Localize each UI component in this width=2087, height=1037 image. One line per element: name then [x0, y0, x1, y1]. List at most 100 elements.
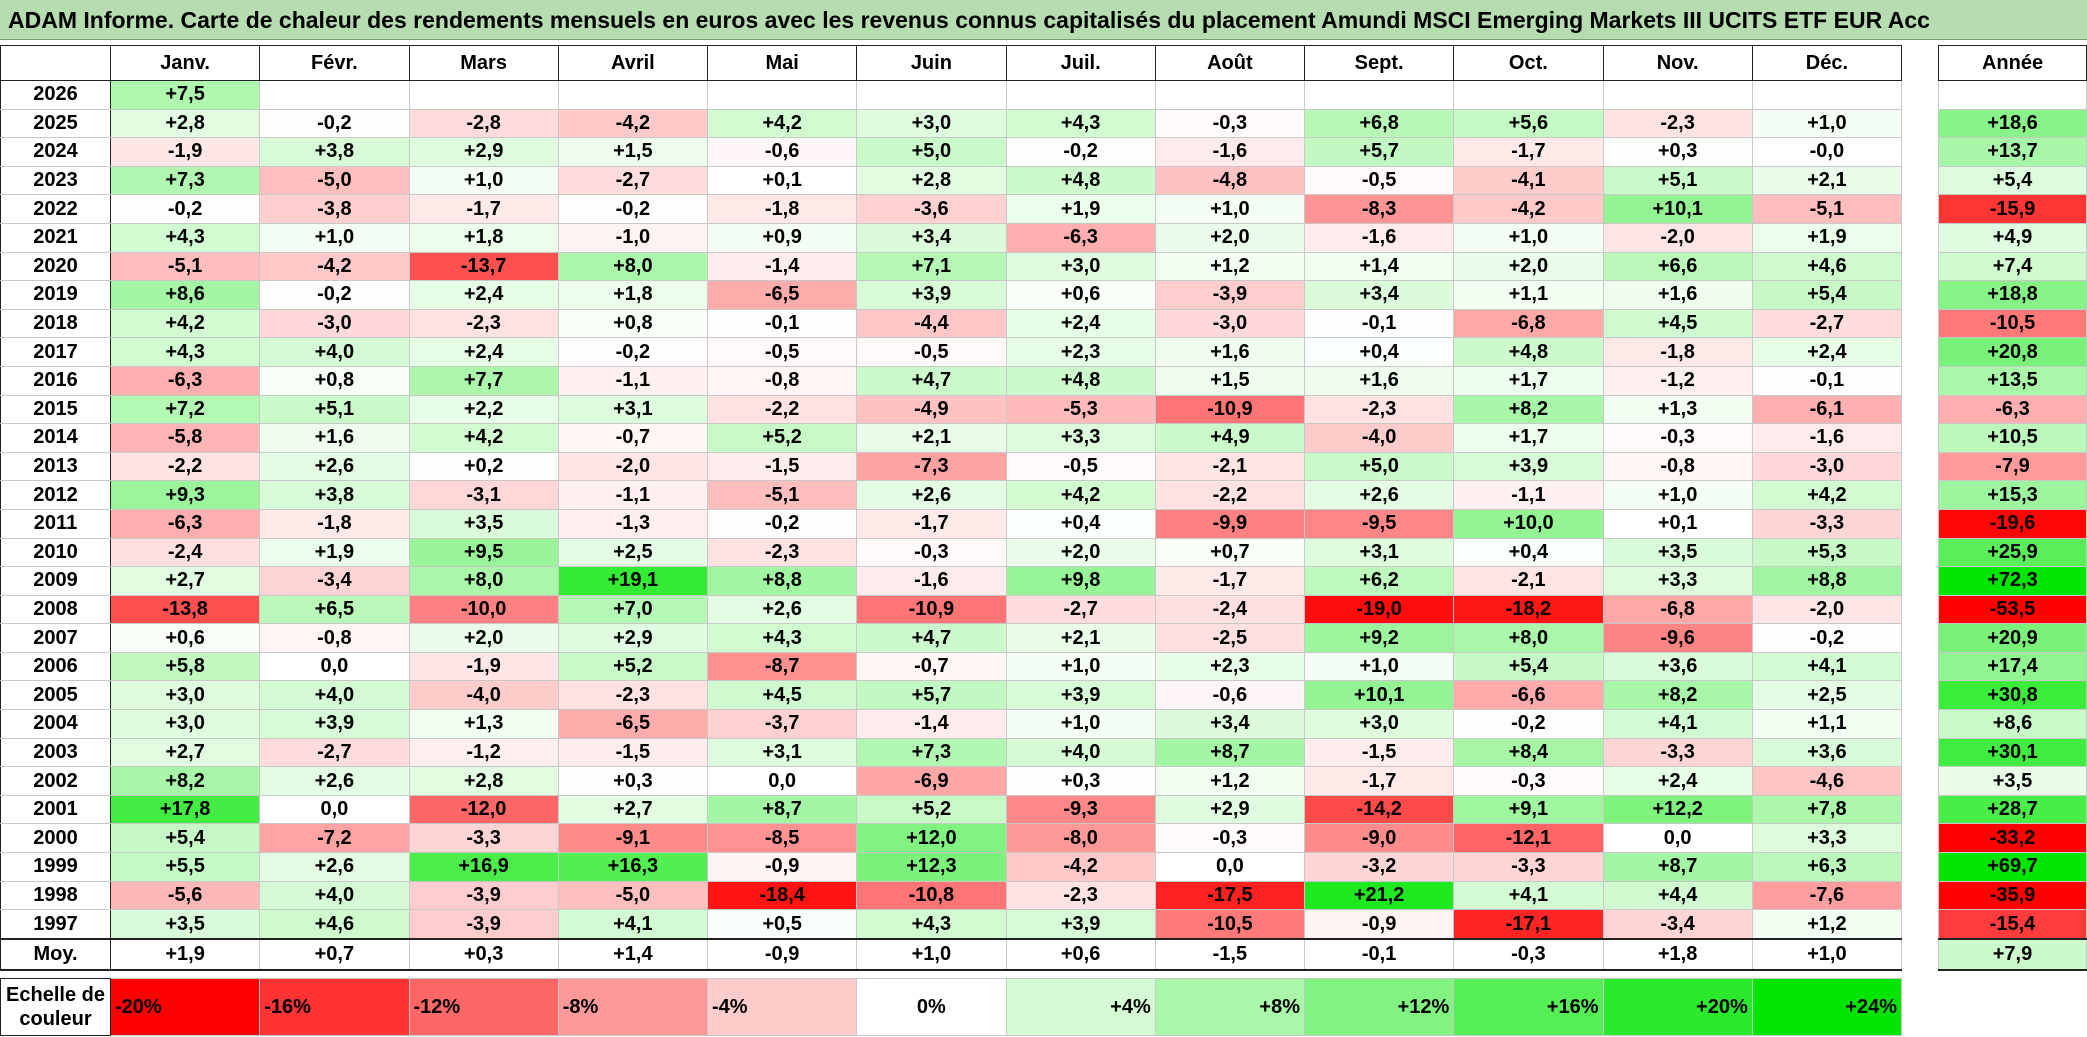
heatmap-cell: +12,0 [856, 823, 1007, 854]
heatmap-cell: +4,7 [856, 623, 1007, 653]
heatmap-cell: +2,7 [109, 737, 261, 768]
heatmap-cell: +1,7 [1453, 423, 1604, 453]
heatmap-cell: 0,0 [706, 766, 858, 796]
heatmap-cell: +2,1 [856, 423, 1007, 453]
year-label: 2010 [0, 537, 111, 568]
scale-stop: +16% [1453, 978, 1604, 1036]
heatmap-cell: +5,3 [1751, 537, 1903, 568]
heatmap-cell: -7,2 [259, 823, 410, 854]
heatmap-cell: +2,0 [408, 623, 559, 653]
heatmap-cell: -5,0 [259, 165, 410, 196]
heatmap-cell: +4,1 [1751, 651, 1903, 682]
year-label: 2002 [0, 766, 111, 796]
heatmap-cell: -0,2 [259, 280, 410, 310]
heatmap-cell: +1,0 [1005, 651, 1156, 682]
heatmap-cell: -3,3 [1602, 737, 1753, 768]
heatmap-cell: +3,9 [1005, 680, 1156, 711]
heatmap-cell: +5,7 [856, 680, 1007, 711]
heatmap-cell: +2,5 [557, 537, 709, 568]
heatmap-cell: +8,0 [557, 251, 709, 282]
heatmap-cell: +2,4 [408, 280, 559, 310]
scale-stop: 0% [856, 978, 1007, 1036]
table-row: 2001 +17,8 0,0 -12,0 +2,7 +8,7 +5,2 -9,3 +2,9 -14… [0, 794, 1903, 825]
heatmap-cell: +2,0 [1453, 251, 1604, 282]
heatmap-cell: +4,3 [706, 623, 858, 653]
heatmap-cell: -7,6 [1751, 880, 1903, 911]
heatmap-cell: +4,0 [259, 680, 410, 711]
year-label: 2019 [0, 280, 111, 310]
heatmap-cell: -6,3 [1005, 222, 1156, 253]
heatmap-cell: +1,4 [1303, 251, 1455, 282]
heatmap-cell: +2,8 [109, 108, 261, 139]
heatmap-cell: +1,8 [408, 222, 559, 253]
average-label: Moy. [0, 937, 111, 971]
heatmap-cell: -3,3 [1453, 852, 1604, 882]
heatmap-cell: +9,5 [408, 537, 559, 568]
heatmap-cell: +3,8 [259, 137, 410, 167]
annual-cell: -10,5 [1938, 308, 2087, 339]
heatmap-cell: +5,4 [1453, 651, 1604, 682]
heatmap-cell: +5,8 [109, 651, 261, 682]
heatmap-cell: +7,8 [1751, 794, 1903, 825]
heatmap-cell: +4,0 [1005, 737, 1156, 768]
heatmap-cell: +16,3 [557, 852, 709, 882]
heatmap-cell: +1,0 [408, 165, 559, 196]
heatmap-cell: +10,0 [1453, 508, 1604, 539]
table-row: 2011 -6,3 -1,8 +3,5 -1,3 -0,2 -1,7 +0,4 -9,9 -9,5… [0, 508, 1903, 539]
year-label: 2000 [0, 823, 111, 854]
scale-stop: -12% [408, 978, 559, 1036]
heatmap-cell: -1,5 [557, 737, 709, 768]
heatmap-cell: -2,1 [1453, 566, 1604, 596]
heatmap-cell: +3,9 [1005, 909, 1156, 940]
average-cell: -1,5 [1154, 937, 1306, 971]
heatmap-cell: -6,6 [1453, 680, 1604, 711]
heatmap-cell: +2,0 [1005, 537, 1156, 568]
annual-cell: +20,9 [1938, 623, 2087, 653]
table-row: 2010 -2,4 +1,9 +9,5 +2,5 -2,3 -0,3 +2,0 +0,7 +3,1… [0, 537, 1903, 568]
heatmap-cell: +1,0 [1303, 651, 1455, 682]
heatmap-cell: -4,8 [1154, 165, 1306, 196]
year-label: 2006 [0, 651, 111, 682]
heatmap-cell: +6,3 [1751, 852, 1903, 882]
heatmap-cell: -1,1 [557, 480, 709, 510]
heatmap-cell: -1,2 [408, 737, 559, 768]
year-label: 2026 [0, 80, 111, 110]
table-row: 2018 +4,2 -3,0 -2,3 +0,8 -0,1 -4,4 +2,4 -3,0 -0,1… [0, 308, 1903, 339]
heatmap-cell: +1,9 [1751, 222, 1903, 253]
heatmap-cell: -3,3 [408, 823, 559, 854]
heatmap-cell: -10,5 [1154, 909, 1306, 940]
month-header: Nov. [1602, 45, 1753, 81]
month-header: Oct. [1453, 45, 1604, 81]
table-row: 2012 +9,3 +3,8 -3,1 -1,1 -5,1 +2,6 +4,2 -2,2 +2,6… [0, 480, 1903, 510]
heatmap-cell: -2,4 [109, 537, 261, 568]
scale-stop: +8% [1154, 978, 1306, 1036]
heatmap-cell: -19,0 [1303, 594, 1455, 625]
table-row: 2000 +5,4 -7,2 -3,3 -9,1 -8,5 +12,0 -8,0 -0,3 -9,… [0, 823, 1903, 854]
heatmap-cell: +5,2 [557, 651, 709, 682]
heatmap-cell: -2,2 [109, 451, 261, 482]
average-cell: +0,6 [1005, 937, 1156, 971]
heatmap-cell: -3,0 [1154, 308, 1306, 339]
heatmap-cell: -3,2 [1303, 852, 1455, 882]
heatmap-cell: +4,9 [1154, 423, 1306, 453]
heatmap-cell: -4,2 [259, 251, 410, 282]
heatmap-cell: -12,0 [408, 794, 559, 825]
heatmap-cell: +8,2 [1453, 394, 1604, 425]
heatmap-cell: +2,9 [557, 623, 709, 653]
heatmap-cell: -5,1 [109, 251, 261, 282]
heatmap-cell: -4,2 [1453, 194, 1604, 224]
heatmap-cell: +1,5 [557, 137, 709, 167]
heatmap-cell: +5,2 [856, 794, 1007, 825]
average-cell: +0,3 [408, 937, 559, 971]
table-row: 2006 +5,8 0,0 -1,9 +5,2 -8,7 -0,7 +1,0 +2,3 +1,0 +… [0, 651, 1903, 682]
table-row: 2020 -5,1 -4,2 -13,7 +8,0 -1,4 +7,1 +3,0 +1,2 +1,… [0, 251, 1903, 282]
heatmap-cell: -2,3 [1303, 394, 1455, 425]
heatmap-cell: +1,0 [1751, 108, 1903, 139]
heatmap-cell: +1,1 [1751, 709, 1903, 739]
scale-label: Echelle de couleur [0, 978, 111, 1036]
heatmap-cell: +5,7 [1303, 137, 1455, 167]
heatmap-cell: -9,5 [1303, 508, 1455, 539]
heatmap-cell: +4,3 [109, 337, 261, 367]
heatmap-cell: -9,6 [1602, 623, 1753, 653]
table-row: 2015 +7,2 +5,1 +2,2 +3,1 -2,2 -4,9 -5,3 -10,9 -2,… [0, 394, 1903, 425]
